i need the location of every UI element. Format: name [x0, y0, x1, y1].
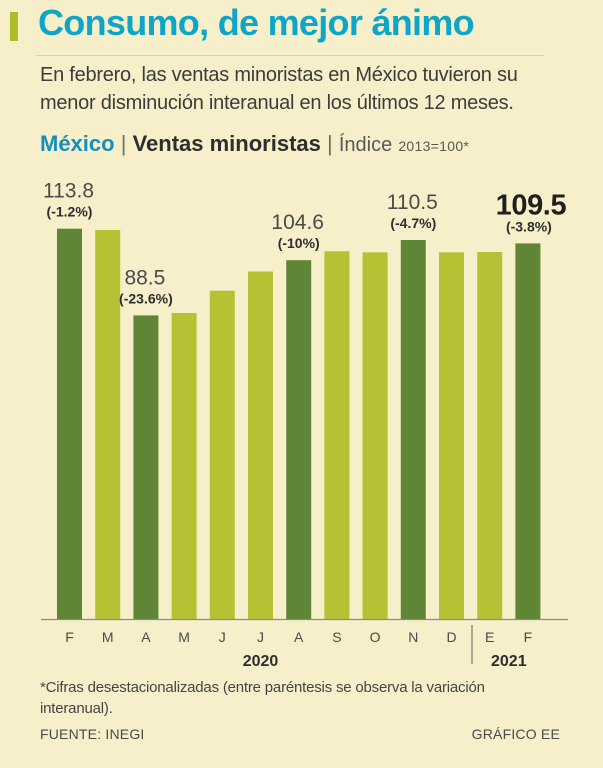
- data-label-change-7: (-10%): [278, 235, 320, 251]
- x-tick-label-1: F: [65, 629, 74, 645]
- data-label-value-1: 113.8: [43, 180, 94, 203]
- data-label-change-3: (-23.6%): [119, 290, 173, 306]
- x-tick-label-4: M: [178, 629, 190, 645]
- data-label-value-3: 88.5: [124, 266, 165, 289]
- bar-9: [362, 252, 388, 620]
- bar-2: [95, 230, 121, 619]
- data-label-change-1: (-1.2%): [47, 204, 93, 220]
- title-accent-bar: [10, 12, 18, 41]
- x-tick-label-9: O: [370, 629, 381, 645]
- x-tick-label-8: S: [332, 629, 341, 645]
- title-divider: [36, 55, 544, 56]
- chart-country: México: [40, 131, 115, 156]
- chart-index-base: 2013=100*: [398, 138, 470, 154]
- x-tick-label-7: A: [294, 629, 304, 645]
- chart-header-separator-1: |: [120, 131, 127, 156]
- page-title: Consumo, de mejor ánimo: [38, 2, 475, 43]
- x-tick-label-13: F: [524, 629, 533, 645]
- data-label-change-10: (-4.7%): [390, 215, 436, 231]
- bar-10: [400, 240, 426, 619]
- year-label-2021: 2021: [491, 653, 527, 670]
- x-tick-label-10: N: [408, 629, 418, 645]
- chart-footnote: *Cifras desestacionalizadas (entre parén…: [40, 679, 485, 717]
- bar-4: [171, 313, 197, 619]
- year-label-2020: 2020: [243, 653, 279, 670]
- x-tick-label-11: D: [446, 629, 456, 645]
- x-tick-label-3: A: [141, 629, 151, 645]
- x-tick-label-6: J: [257, 629, 264, 645]
- x-tick-label-2: M: [102, 629, 114, 645]
- source-note: FUENTE: INEGI: [40, 726, 145, 742]
- x-tick-label-5: J: [219, 629, 226, 645]
- chart-header: México | Ventas minoristas | Índice 2013…: [40, 132, 590, 158]
- data-label-value-7: 104.6: [271, 211, 324, 234]
- chart-series-name: Ventas minoristas: [132, 131, 321, 156]
- x-tick-label-12: E: [485, 629, 494, 645]
- page-subtitle: En febrero, las ventas minoristas en Méx…: [40, 64, 518, 114]
- chart-header-separator-2: |: [327, 131, 333, 156]
- data-label-change-13: (-3.8%): [506, 218, 552, 234]
- data-label-value-10: 110.5: [387, 191, 438, 214]
- graphic-credit: GRÁFICO EE: [471, 726, 560, 742]
- bar-12: [477, 252, 503, 619]
- bar-11: [439, 252, 464, 620]
- bar-7: [286, 260, 312, 619]
- title-row: Consumo, de mejor ánimo: [10, 2, 550, 56]
- bar-13: [515, 243, 541, 619]
- bar-1: [57, 228, 82, 619]
- data-label-value-13: 109.5: [496, 189, 567, 221]
- chart-index-label: Índice: [338, 134, 393, 156]
- bar-3: [133, 315, 159, 619]
- bar-8: [324, 251, 350, 620]
- bar-5: [209, 290, 235, 619]
- bar-6: [248, 271, 273, 619]
